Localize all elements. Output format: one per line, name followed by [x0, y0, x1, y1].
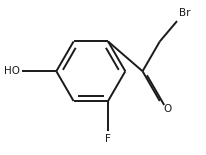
- Text: Br: Br: [179, 8, 190, 18]
- Text: O: O: [163, 104, 171, 114]
- Text: HO: HO: [4, 66, 20, 76]
- Text: F: F: [105, 134, 111, 144]
